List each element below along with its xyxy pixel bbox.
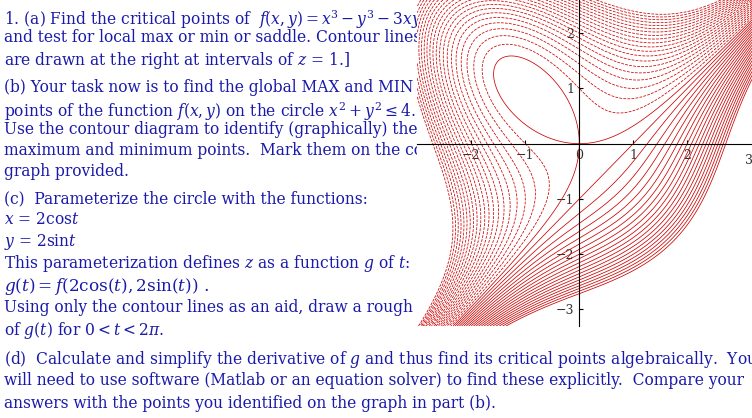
Text: 1. (a) Find the critical points of  $f(x, y)=x^3-y^3-3xy$: 1. (a) Find the critical points of $f(x,…: [5, 8, 423, 31]
Text: 3: 3: [745, 154, 752, 167]
Text: graph provided.: graph provided.: [5, 163, 129, 180]
Text: (c)  Parameterize the circle with the functions:: (c) Parameterize the circle with the fun…: [5, 190, 368, 207]
Text: Use the contour diagram to identify (graphically) the: Use the contour diagram to identify (gra…: [5, 121, 417, 138]
Text: $x$ = 2cos$t$: $x$ = 2cos$t$: [5, 211, 80, 228]
Text: points of the function $f(x, y)$ on the circle $x^2+y^2 \leq 4$.: points of the function $f(x, y)$ on the …: [5, 100, 416, 123]
Text: and test for local max or min or saddle. Contour lines: and test for local max or min or saddle.…: [5, 29, 421, 46]
Text: are drawn at the right at intervals of $z$ = 1.]: are drawn at the right at intervals of $…: [5, 50, 350, 71]
Text: $y$ = 2sin$t$: $y$ = 2sin$t$: [5, 232, 77, 252]
Text: will need to use software (Matlab or an equation solver) to find these explicitl: will need to use software (Matlab or an …: [5, 372, 744, 389]
Text: answers with the points you identified on the graph in part (b).: answers with the points you identified o…: [5, 395, 496, 412]
Text: Using only the contour lines as an aid, draw a rough graph: Using only the contour lines as an aid, …: [5, 299, 464, 316]
Text: maximum and minimum points.  Mark them on the contour: maximum and minimum points. Mark them on…: [5, 142, 465, 159]
Text: of $g(t)$ for $0 < t < 2\pi$.: of $g(t)$ for $0 < t < 2\pi$.: [5, 320, 164, 341]
Text: This parameterization defines $z$ as a function $g$ of $t$:: This parameterization defines $z$ as a f…: [5, 253, 411, 274]
Text: (b) Your task now is to find the global MAX and MIN: (b) Your task now is to find the global …: [5, 79, 414, 97]
Text: $g(t) = f(2\cos(t),2\sin(t))$ .: $g(t) = f(2\cos(t),2\sin(t))$ .: [5, 276, 209, 297]
Text: (d)  Calculate and simplify the derivative of $g$ and thus find its critical poi: (d) Calculate and simplify the derivativ…: [5, 349, 752, 370]
